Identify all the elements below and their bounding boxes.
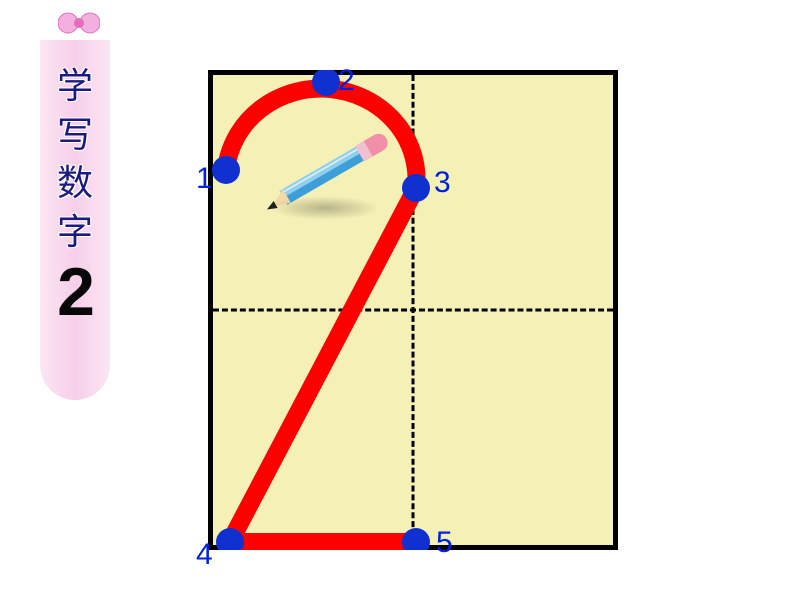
title-char-1: 学 (40, 62, 110, 111)
title-char-3: 数 (40, 159, 110, 208)
point-label-1: 1 (196, 162, 213, 196)
ribbon-text: 学 写 数 字 2 (40, 62, 110, 324)
bow-icon (58, 8, 100, 38)
grid-horizontal-dash (213, 309, 613, 312)
title-char-2: 写 (40, 111, 110, 160)
writing-grid (208, 70, 618, 550)
stage: 学 写 数 字 2 1 2 3 4 5 (0, 0, 794, 596)
title-big-number: 2 (40, 262, 110, 323)
title-ribbon: 学 写 数 字 2 (40, 0, 110, 596)
point-label-4: 4 (196, 538, 213, 572)
title-char-4: 字 (40, 208, 110, 257)
point-label-2: 2 (338, 64, 355, 98)
point-label-3: 3 (434, 166, 451, 200)
point-label-5: 5 (436, 526, 453, 560)
